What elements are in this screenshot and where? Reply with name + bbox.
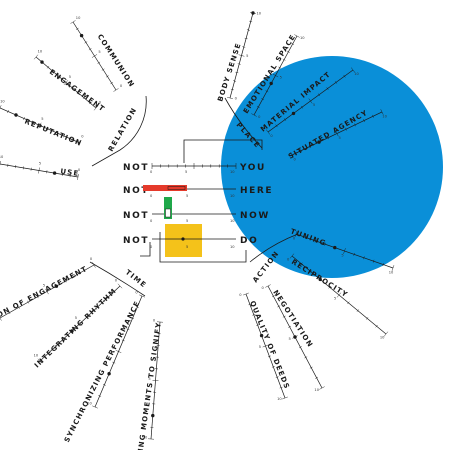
green-bar-inner [166,209,171,217]
row-now-left-label: NOT [123,211,149,221]
row-here-right-label: HERE [240,186,273,196]
row-do-right-label: DO [240,236,258,246]
row-you-tick-10: 10 [230,170,235,174]
axis-tick-label: 5 [334,297,336,301]
axis-label-reputation: REPUTATION [23,117,83,147]
axis-tick-label: 10 [0,155,4,159]
row-here-tick-10: 10 [230,194,235,198]
row-do-tick-5: 5 [186,245,188,249]
axis-tick-label: 5 [341,254,343,258]
axis-value-marker [151,414,154,417]
axis-tick-mark [384,332,388,337]
axis-tick-label: 0 [235,97,238,101]
group-label-time: TIME [124,268,148,290]
axis-tick-label: 10 [277,397,282,401]
axis-tick-label: 5 [280,75,282,79]
axis-label-communion: COMMUNION [96,33,136,89]
axis-tick-label: 5 [259,345,261,349]
axis-value-marker [14,113,17,116]
row-do-left-label: NOT [123,236,149,246]
axis-tick-label: 5 [313,103,315,107]
axis-value-marker [251,11,254,14]
axis-tick-label: 5 [75,316,77,320]
axis-tick-label: 10 [380,336,385,340]
row-you-left-label: NOT [123,163,149,173]
axis-tick-label: 10 [0,100,5,104]
axis-tick-label: 10 [382,114,387,118]
axis-value-marker [333,246,336,249]
axis-tick-label: 0 [239,293,242,297]
axis-value-marker [53,171,56,174]
row-do-marker [181,237,184,240]
row-now-tick-0: 0 [150,219,153,223]
axis-value-marker [80,34,83,37]
axis-tick-label: 10 [257,12,262,16]
axis-tick-label: 0 [81,135,84,139]
axis-tick-label: 10 [38,49,43,53]
row-here-tick-5: 5 [186,194,188,198]
row-you-tick-5: 5 [185,170,187,174]
axis-communion: 0 5 10 COMMUNION [70,16,136,92]
axis-label-synchronizing-performance: SYNCHRONIZING PERFORMANCE [63,299,142,443]
axis-tick-label: 5 [289,337,291,341]
axis-tick-label: 10 [354,72,359,76]
axis-tick-label: 5 [338,136,340,140]
row-do-tick-0: 0 [150,245,153,249]
group-label-relation: RELATION [107,106,139,153]
axis-tick-mark [70,20,75,23]
axis-tick-label: 10 [76,16,81,20]
axis-tick-label: 5 [98,50,100,54]
axis-tick-label: 5 [39,162,41,166]
axis-tick-mark [92,54,97,57]
axis-tick-label: 0 [90,257,93,261]
axis-value-marker [292,112,295,115]
axis-tick-label: 10 [34,354,39,358]
central-row-you: NOT YOU 0 5 10 [123,163,266,174]
axis-label-making-moments-to-signify: MAKING MOMENTS TO SIGNIFY [134,321,163,450]
axis-use: 0510USE [0,155,81,180]
red-bar [143,185,187,191]
axis-value-marker [270,82,273,85]
row-you-tick-0: 0 [150,170,153,174]
row-now-tick-5: 5 [186,219,188,223]
row-now-tick-10: 10 [230,219,235,223]
axis-tick-label: 5 [246,54,248,58]
axis-tick-label: 10 [300,36,305,40]
axis-tick-label: 0 [115,279,118,283]
axis-tick-label: 5 [69,75,71,79]
central-row-do: NOT DO 0 5 10 [123,224,258,257]
axis-label-use: USE [60,167,80,178]
axis-tick-label: 0 [120,84,123,88]
axis-label-negotiation: NEGOTIATION [271,289,314,350]
row-do-tick-10: 10 [230,245,235,249]
row-you-right-label: YOU [239,163,266,173]
axis-value-marker [107,372,110,375]
axis-label-body-sense: BODY SENSE [216,42,243,103]
axis-tick-mark [113,88,118,91]
row-here-tick-0: 0 [150,194,153,198]
axis-tick-mark [319,387,324,390]
axis-reputation: 0 5 10 REPUTATION [0,100,84,148]
axis-tick-label: 5 [41,117,43,121]
axis-tick-label: 0 [262,286,265,290]
axis-realisation-of-engagement: 0510REALISATION OF ENGAGEMENT [0,257,95,343]
row-now-right-label: NOW [240,211,270,221]
axis-label-engagement: ENGAGEMENT [48,68,107,114]
axis-value-marker [293,335,296,338]
axis-tick-label: 10 [389,271,394,275]
axis-tick-label: 10 [314,388,319,392]
axis-value-marker [40,60,43,63]
axis-tick-mark [265,285,270,288]
